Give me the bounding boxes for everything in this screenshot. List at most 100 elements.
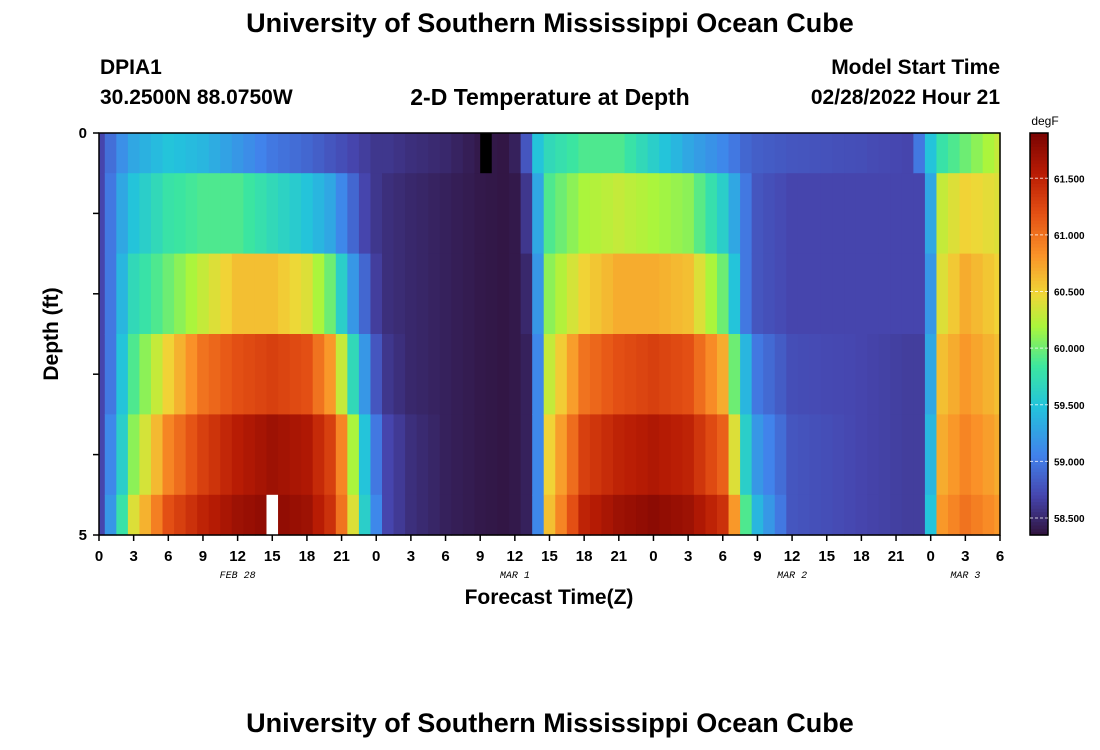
y-tick-label: 0 <box>79 125 87 142</box>
colorbar-segment <box>1030 159 1048 164</box>
colorbar-segment <box>1030 169 1048 174</box>
heatmap-cell <box>393 414 406 496</box>
colorbar-segment <box>1030 233 1048 238</box>
colorbar-segment <box>1030 424 1048 429</box>
heatmap-cell <box>358 414 372 496</box>
colorbar-segment <box>1030 139 1048 144</box>
heatmap-cell <box>266 253 279 335</box>
heatmap-cell <box>150 334 164 415</box>
heatmap-cell <box>266 334 279 415</box>
heatmap-cell <box>855 414 868 496</box>
heatmap-cell <box>347 494 360 536</box>
heatmap-cell <box>763 334 776 415</box>
heatmap-cell <box>682 334 695 415</box>
colorbar-segment <box>1030 407 1048 412</box>
heatmap-cell <box>971 173 984 255</box>
x-tick-label: 18 <box>576 548 593 565</box>
colorbar-segment <box>1030 280 1048 285</box>
heatmap-cell <box>405 494 418 536</box>
heatmap-cell <box>543 133 556 174</box>
heatmap-cell <box>428 414 441 496</box>
heatmap-cell <box>566 173 579 255</box>
heatmap-cell <box>520 334 533 415</box>
heatmap-cell <box>451 494 464 536</box>
heatmap-cell <box>254 133 268 174</box>
colorbar-segment <box>1030 491 1048 496</box>
heatmap-cell <box>844 414 857 496</box>
colorbar-segment <box>1030 394 1048 399</box>
heatmap-cell <box>116 334 129 415</box>
heatmap-cell <box>208 334 221 415</box>
heatmap-cell <box>636 133 649 174</box>
heatmap-cell <box>278 173 291 255</box>
heatmap-cell <box>99 173 106 255</box>
colorbar-segment <box>1030 166 1048 171</box>
heatmap-cell <box>982 253 995 335</box>
heatmap-cell <box>936 133 949 174</box>
heatmap-cell <box>994 133 1001 174</box>
heatmap-cell <box>948 334 961 415</box>
heatmap-cell <box>855 133 868 174</box>
heatmap-cell <box>99 334 106 415</box>
colorbar-segment <box>1030 421 1048 426</box>
heatmap-cell <box>243 414 256 496</box>
x-tick-label: 21 <box>333 548 350 565</box>
heatmap-cell <box>948 253 961 335</box>
colorbar-segment <box>1030 240 1048 245</box>
heatmap-cell <box>809 334 822 415</box>
heatmap-cell <box>901 494 914 536</box>
heatmap-cell <box>174 133 187 174</box>
heatmap-cell <box>185 253 198 335</box>
heatmap-cell <box>578 414 591 496</box>
colorbar-segment <box>1030 367 1048 372</box>
heatmap-cell <box>185 133 198 174</box>
colorbar-segment <box>1030 200 1048 204</box>
heatmap-cell <box>220 173 233 255</box>
heatmap-cell <box>116 173 129 255</box>
heatmap-cell <box>509 414 522 496</box>
colorbar-tick-label: 61.000 <box>1054 231 1085 242</box>
colorbar-tick-label: 58.500 <box>1054 514 1085 525</box>
heatmap-cell <box>786 334 799 415</box>
heatmap-cell <box>358 173 372 255</box>
heatmap-cell <box>405 253 418 335</box>
heatmap-cell <box>797 334 810 415</box>
heatmap-cell <box>278 253 291 335</box>
heatmap-cell <box>278 334 291 415</box>
heatmap-cell <box>497 133 510 174</box>
heatmap-cell <box>716 173 730 255</box>
heatmap-cell <box>936 334 949 415</box>
x-tick-label: 9 <box>753 548 761 565</box>
heatmap-cell <box>485 494 499 536</box>
x-tick-label: 12 <box>784 548 801 565</box>
heatmap-cell <box>382 133 395 174</box>
heatmap-cell <box>520 414 533 496</box>
heatmap-cell <box>601 334 614 415</box>
heatmap-cell <box>624 173 637 255</box>
heatmap-cell <box>162 253 175 335</box>
colorbar-segment <box>1030 347 1048 352</box>
heatmap-cell <box>416 334 429 415</box>
heatmap-cell <box>462 133 476 174</box>
heatmap-cell <box>439 414 452 496</box>
heatmap-cell <box>555 494 568 536</box>
colorbar-segment <box>1030 337 1048 342</box>
heatmap-cell <box>208 173 221 255</box>
heatmap-cell <box>139 414 152 496</box>
heatmap-cell <box>601 173 614 255</box>
heatmap-cell <box>127 494 141 536</box>
heatmap-cell <box>543 334 556 415</box>
colorbar-segment <box>1030 183 1048 188</box>
colorbar-segment <box>1030 313 1048 318</box>
heatmap-cell <box>150 133 164 174</box>
x-tick-label: 21 <box>888 548 905 565</box>
heatmap-cell <box>844 334 857 415</box>
colorbar-segment <box>1030 344 1048 348</box>
heatmap-cell <box>324 253 337 335</box>
heatmap-cell <box>532 494 545 536</box>
heatmap-cell <box>589 253 603 335</box>
heatmap-cell <box>243 173 256 255</box>
x-tick-label: 0 <box>649 548 657 565</box>
colorbar-segment <box>1030 521 1048 526</box>
heatmap-cell <box>763 133 776 174</box>
